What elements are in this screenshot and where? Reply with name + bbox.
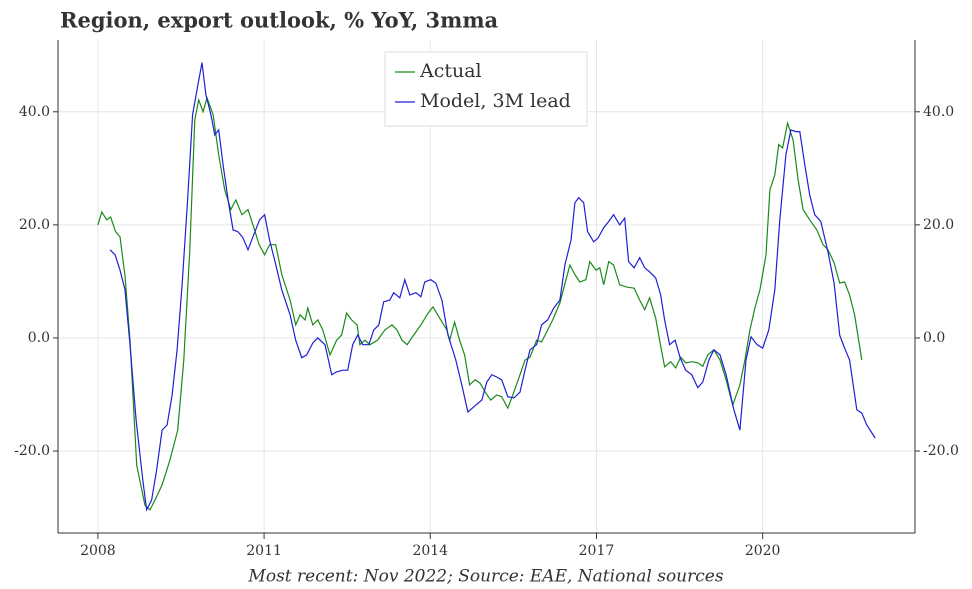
x-tick-label: 2020 <box>745 543 781 559</box>
y-tick-label: 0.0 <box>28 330 50 346</box>
x-tick-label: 2011 <box>246 543 282 559</box>
footnote: Most recent: Nov 2022; Source: EAE, Nati… <box>247 567 723 587</box>
x-tick-label: 2014 <box>412 543 448 559</box>
legend-label: Actual <box>419 60 482 82</box>
y-tick-label: -20.0 <box>14 443 50 459</box>
legend-label: Model, 3M lead <box>420 90 571 112</box>
y2-tick-label: 20.0 <box>923 217 954 233</box>
y2-tick-label: -20.0 <box>923 443 959 459</box>
y-tick-label: 20.0 <box>19 217 50 233</box>
chart-title: Region, export outlook, % YoY, 3mma <box>60 8 499 33</box>
series-line <box>97 95 863 511</box>
x-tick-label: 2017 <box>579 543 615 559</box>
y-tick-label: 40.0 <box>19 104 50 120</box>
y2-tick-label: 40.0 <box>923 104 954 120</box>
legend: Actual Model, 3M lead <box>384 51 588 127</box>
legend-box <box>384 51 588 127</box>
series-line <box>109 62 876 512</box>
y2-tick-label: 0.0 <box>923 330 945 346</box>
x-tick-label: 2008 <box>80 543 116 559</box>
